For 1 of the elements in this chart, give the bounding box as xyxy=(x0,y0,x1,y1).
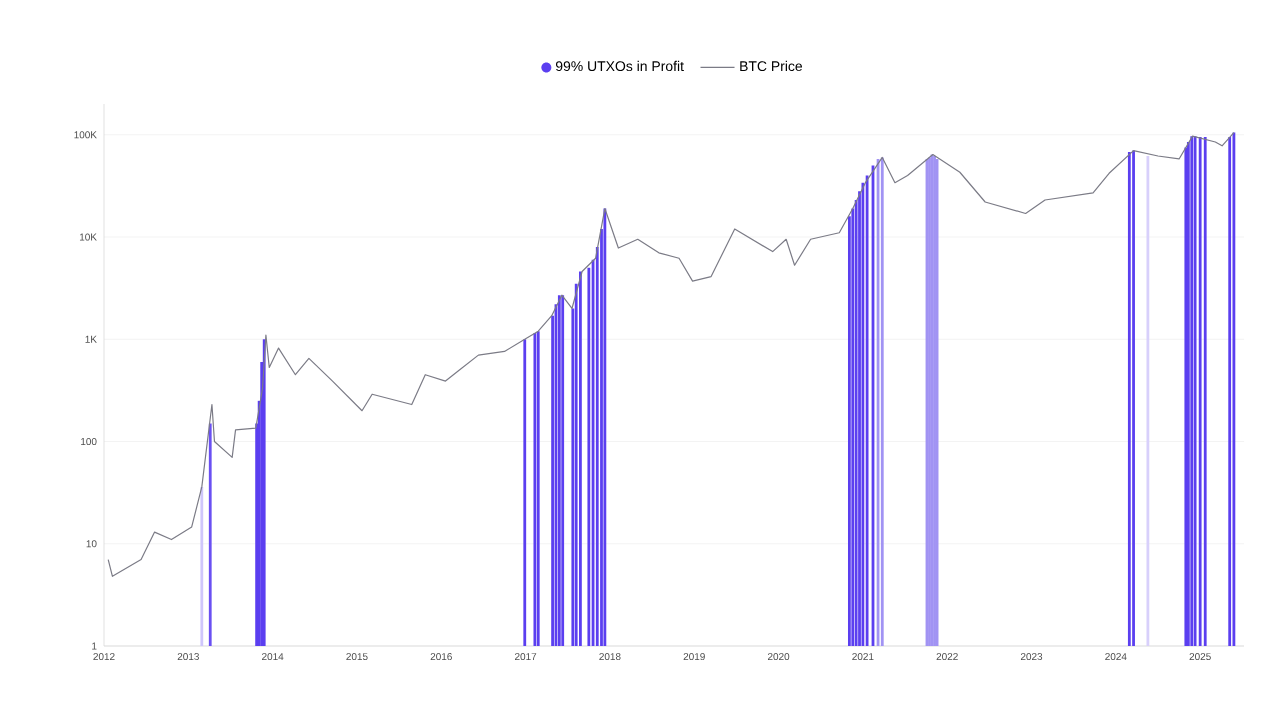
line-series xyxy=(107,132,1235,577)
